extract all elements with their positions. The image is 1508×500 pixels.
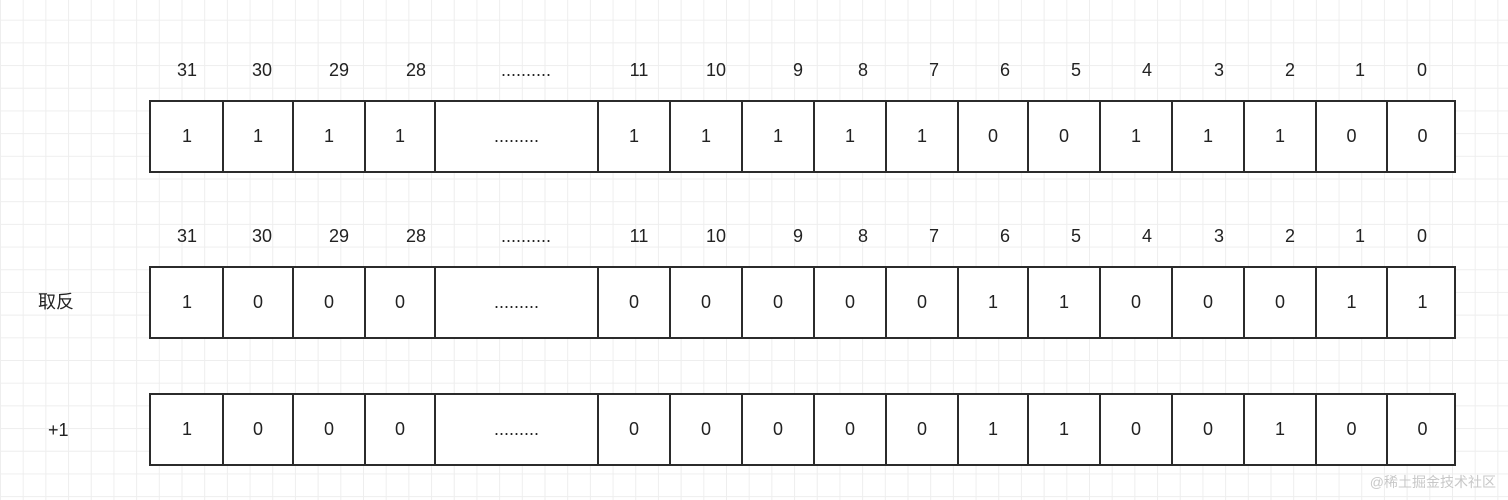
bit-index-label: 6	[999, 226, 1011, 246]
bit-index-label: 5	[1070, 226, 1082, 246]
bit-index-label: 1	[1354, 226, 1366, 246]
bit-index-label: 0	[1416, 60, 1428, 80]
bit-index-label: 30	[251, 60, 273, 80]
bit-index-label: 8	[857, 60, 869, 80]
bit-index-label: 3	[1213, 60, 1225, 80]
bit-cell: .........	[434, 268, 597, 337]
bit-cell: 0	[1243, 268, 1315, 337]
bit-index-label: 10	[705, 60, 727, 80]
bit-cell: 0	[669, 268, 741, 337]
bit-cell: 1	[1027, 395, 1099, 464]
bit-index-label: 6	[999, 60, 1011, 80]
bit-index-label: 9	[792, 60, 804, 80]
row-label: 取反	[38, 292, 74, 312]
bit-index-label: 5	[1070, 60, 1082, 80]
bit-cell: 1	[957, 268, 1027, 337]
bit-cell: 0	[1099, 395, 1171, 464]
bit-index-label: 0	[1416, 226, 1428, 246]
bit-cell: 0	[957, 102, 1027, 171]
bit-row: 1 0 0 0......... 0 0 0 0 0 1 1 0 0 1 0 0	[149, 393, 1456, 466]
bit-cell: 1	[1243, 102, 1315, 171]
bit-cell: 0	[1386, 102, 1457, 171]
bit-cell: 1	[222, 102, 292, 171]
bit-cell: 1	[957, 395, 1027, 464]
bit-index-label: 9	[792, 226, 804, 246]
bit-cell: 0	[1171, 395, 1243, 464]
bit-cell: 1	[885, 102, 957, 171]
bit-index-label: 2	[1284, 226, 1296, 246]
bit-index-label: 4	[1141, 226, 1153, 246]
bit-cell: 0	[1315, 102, 1386, 171]
bit-cell: 0	[292, 268, 364, 337]
bit-index-label: 31	[176, 226, 198, 246]
bit-cell: 0	[222, 395, 292, 464]
bit-index-label: 10	[705, 226, 727, 246]
bit-cell: 0	[885, 395, 957, 464]
bit-cell: 1	[1243, 395, 1315, 464]
bit-index-label: 11	[629, 60, 649, 80]
bit-cell: 0	[597, 395, 669, 464]
bit-cell: 1	[741, 102, 813, 171]
bit-index-label: 30	[251, 226, 273, 246]
bit-cell: 0	[741, 268, 813, 337]
bit-cell: 0	[1027, 102, 1099, 171]
bit-cell: 1	[1099, 102, 1171, 171]
bit-row: 1 1 1 1......... 1 1 1 1 1 0 0 1 1 1 0 0	[149, 100, 1456, 173]
bit-index-label: 29	[328, 60, 350, 80]
bit-cell: 0	[1171, 268, 1243, 337]
bit-cell: 0	[813, 268, 885, 337]
bit-cell: 1	[1027, 268, 1099, 337]
bit-cell: 1	[1171, 102, 1243, 171]
bit-cell: 1	[1315, 268, 1386, 337]
bit-cell: 0	[1315, 395, 1386, 464]
bit-cell: 1	[181, 419, 192, 439]
bit-cell: 1	[364, 102, 434, 171]
bit-cell: 1	[292, 102, 364, 171]
bit-index-label: 7	[928, 60, 940, 80]
watermark: @稀土掘金技术社区	[1369, 474, 1496, 490]
bit-index-label: 28	[405, 226, 427, 246]
bit-cell: 0	[741, 395, 813, 464]
bit-index-label: 29	[328, 226, 350, 246]
bit-index-label: 8	[857, 226, 869, 246]
bit-index-label: 7	[928, 226, 940, 246]
row-label: +1	[48, 420, 69, 440]
bit-cell: 0	[1386, 395, 1457, 464]
bit-cell: 0	[813, 395, 885, 464]
bit-cell: .........	[434, 395, 597, 464]
bit-index-label: 31	[176, 60, 198, 80]
bit-index-label: ..........	[500, 226, 552, 246]
bit-cell: 0	[364, 395, 434, 464]
bit-cell: 0	[885, 268, 957, 337]
bit-index-label: 28	[405, 60, 427, 80]
bit-cell: 0	[222, 268, 292, 337]
bit-index-label: 4	[1141, 60, 1153, 80]
bit-cell: 1	[597, 102, 669, 171]
bit-cell: 0	[597, 268, 669, 337]
bit-cell: 1	[181, 126, 192, 146]
bit-index-label: 3	[1213, 226, 1225, 246]
bit-index-label: 2	[1284, 60, 1296, 80]
bit-index-label: 1	[1354, 60, 1366, 80]
bit-cell: 0	[292, 395, 364, 464]
bit-cell: 1	[181, 292, 192, 312]
bit-row: 1 0 0 0......... 0 0 0 0 0 1 1 0 0 0 1 1	[149, 266, 1456, 339]
bit-index-label: ..........	[500, 60, 552, 80]
bit-cell: .........	[434, 102, 597, 171]
bit-index-label: 11	[629, 226, 649, 246]
bit-cell: 1	[813, 102, 885, 171]
bit-cell: 1	[669, 102, 741, 171]
bit-cell: 0	[364, 268, 434, 337]
bit-cell: 0	[1099, 268, 1171, 337]
bit-cell: 0	[669, 395, 741, 464]
bit-cell: 1	[1386, 268, 1457, 337]
